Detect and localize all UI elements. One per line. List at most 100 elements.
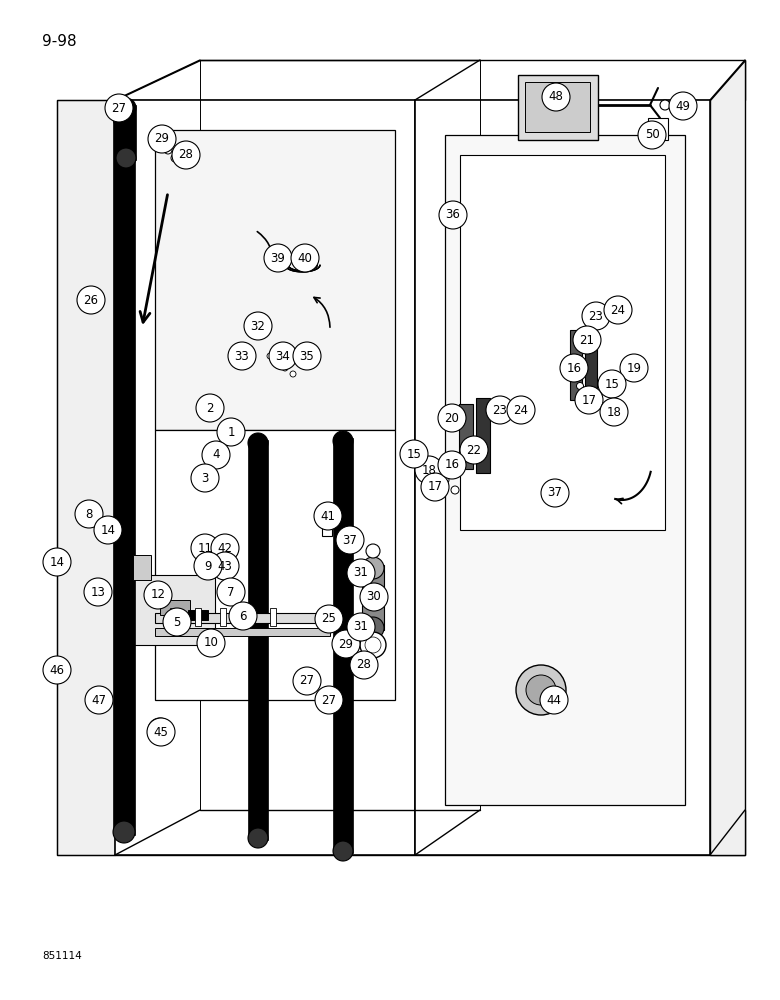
Text: 24: 24: [513, 403, 529, 416]
Circle shape: [553, 489, 563, 499]
Text: 22: 22: [466, 444, 481, 456]
Circle shape: [576, 382, 583, 389]
Text: 41: 41: [321, 510, 335, 522]
Polygon shape: [115, 60, 745, 100]
Text: 8: 8: [85, 508, 93, 520]
Circle shape: [248, 433, 268, 453]
Circle shape: [604, 296, 632, 324]
Circle shape: [75, 500, 103, 528]
Text: 48: 48: [548, 91, 563, 104]
Polygon shape: [460, 155, 665, 530]
Circle shape: [196, 394, 224, 422]
Text: 31: 31: [353, 620, 368, 634]
Circle shape: [148, 125, 176, 153]
Circle shape: [660, 100, 670, 110]
Text: 37: 37: [342, 534, 357, 546]
Text: 13: 13: [90, 585, 105, 598]
Bar: [170, 608, 176, 626]
Circle shape: [217, 418, 245, 446]
Circle shape: [560, 354, 588, 382]
Bar: [248, 440, 268, 840]
Circle shape: [293, 342, 321, 370]
Polygon shape: [115, 100, 415, 855]
Text: 19: 19: [626, 361, 641, 374]
Circle shape: [360, 632, 386, 658]
Text: 44: 44: [547, 694, 562, 706]
Text: 10: 10: [204, 637, 218, 650]
Bar: [459, 404, 473, 469]
Circle shape: [350, 651, 378, 679]
Circle shape: [293, 667, 321, 695]
Circle shape: [211, 534, 239, 562]
Text: 35: 35: [300, 350, 314, 362]
Bar: [570, 330, 582, 400]
Circle shape: [147, 718, 175, 746]
Circle shape: [441, 476, 449, 484]
Circle shape: [582, 302, 610, 330]
Text: 36: 36: [445, 209, 460, 222]
Circle shape: [400, 440, 428, 468]
Circle shape: [144, 581, 172, 609]
Text: 39: 39: [271, 251, 285, 264]
Bar: [116, 105, 136, 160]
Circle shape: [421, 458, 429, 466]
Circle shape: [191, 464, 219, 492]
Circle shape: [421, 473, 449, 501]
Bar: [130, 575, 215, 645]
Circle shape: [191, 534, 219, 562]
Text: 5: 5: [173, 615, 181, 629]
Circle shape: [332, 630, 360, 658]
Circle shape: [507, 396, 535, 424]
Polygon shape: [115, 810, 745, 855]
Circle shape: [111, 96, 119, 104]
Text: 24: 24: [611, 304, 626, 316]
Text: 9: 9: [204, 560, 211, 572]
Circle shape: [366, 544, 380, 558]
Text: 18: 18: [607, 406, 622, 418]
Polygon shape: [57, 100, 115, 855]
Circle shape: [43, 548, 71, 576]
Text: 4: 4: [212, 448, 220, 462]
Circle shape: [172, 141, 200, 169]
Text: 23: 23: [492, 403, 508, 416]
Circle shape: [77, 286, 105, 314]
Circle shape: [48, 659, 66, 677]
Circle shape: [638, 121, 666, 149]
Text: 43: 43: [218, 560, 232, 572]
Circle shape: [320, 692, 336, 708]
Circle shape: [244, 312, 272, 340]
Circle shape: [315, 605, 343, 633]
Text: 46: 46: [49, 664, 65, 676]
Text: 11: 11: [197, 542, 212, 554]
Text: 27: 27: [300, 674, 314, 688]
Bar: [160, 600, 190, 615]
Text: 40: 40: [297, 251, 313, 264]
Polygon shape: [155, 430, 395, 700]
Text: 14: 14: [49, 556, 65, 568]
Text: 851114: 851114: [42, 951, 82, 961]
Circle shape: [229, 602, 257, 630]
Text: 7: 7: [227, 585, 235, 598]
Circle shape: [362, 617, 384, 639]
Bar: [476, 398, 490, 473]
Bar: [270, 608, 276, 626]
Circle shape: [438, 451, 466, 479]
Text: 16: 16: [445, 458, 459, 472]
Bar: [133, 555, 151, 580]
Circle shape: [150, 138, 160, 148]
Circle shape: [600, 398, 628, 426]
Text: 14: 14: [101, 524, 115, 536]
Circle shape: [163, 608, 191, 636]
Text: 34: 34: [275, 350, 290, 362]
Circle shape: [540, 686, 568, 714]
Circle shape: [620, 354, 648, 382]
Bar: [525, 82, 590, 132]
Circle shape: [438, 404, 466, 432]
Text: 25: 25: [321, 612, 336, 626]
Circle shape: [228, 342, 256, 370]
Circle shape: [460, 436, 488, 464]
Circle shape: [451, 486, 459, 494]
Circle shape: [347, 559, 375, 587]
Text: 33: 33: [235, 350, 250, 362]
Text: 28: 28: [356, 658, 371, 672]
